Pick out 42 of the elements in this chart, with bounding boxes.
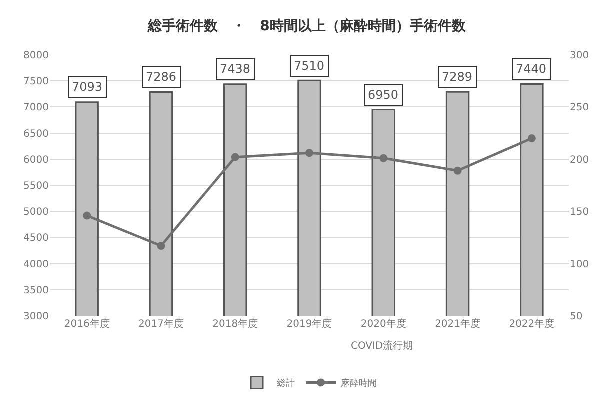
y-tick-label: 7000 bbox=[24, 102, 49, 114]
legend-label: 総計 bbox=[276, 378, 295, 390]
y2-tick-label: 300 bbox=[570, 50, 590, 62]
data-label: 7093 bbox=[72, 80, 103, 94]
y-tick-label: 3000 bbox=[24, 312, 49, 322]
point bbox=[157, 242, 166, 250]
data-label: 7440 bbox=[516, 62, 547, 76]
y-tick-label: 8000 bbox=[24, 50, 49, 62]
text: COVID流行期 bbox=[351, 340, 414, 352]
y2-tick-label: 200 bbox=[570, 154, 590, 166]
legend-label: 麻酔時間 bbox=[341, 378, 377, 390]
x-tick-label: 2019年度 bbox=[286, 318, 332, 330]
data-label: 7510 bbox=[294, 59, 325, 73]
x-tick-label: 2016年度 bbox=[64, 318, 110, 330]
y2-tick-label: 150 bbox=[570, 207, 590, 218]
y-tick-label: 3500 bbox=[24, 285, 49, 296]
x-tick-label: 2021年度 bbox=[435, 318, 481, 330]
point bbox=[83, 212, 92, 220]
y-tick-label: 4000 bbox=[24, 259, 49, 270]
y2-tick-label: 250 bbox=[570, 102, 590, 114]
y-tick-label: 6500 bbox=[24, 128, 49, 140]
chart-title: 総手術件数 ・ 8時間以上（麻酔時間）手術件数 bbox=[147, 17, 467, 34]
y2-tick-label: 50 bbox=[570, 312, 583, 322]
y-tick-label: 5000 bbox=[24, 207, 49, 218]
y-tick-label: 7500 bbox=[24, 76, 49, 88]
x-tick-label: 2018年度 bbox=[212, 318, 258, 330]
point bbox=[380, 154, 388, 162]
y2-tick-label: 100 bbox=[570, 259, 590, 270]
y-tick-label: 5500 bbox=[24, 181, 49, 192]
y-tick-label: 4500 bbox=[24, 233, 49, 244]
point bbox=[231, 153, 240, 162]
data-label: 7438 bbox=[220, 62, 251, 76]
point bbox=[454, 166, 462, 175]
data-label: 7289 bbox=[442, 70, 473, 84]
x-tick-label: 2017年度 bbox=[138, 318, 184, 330]
point bbox=[528, 134, 536, 143]
x-tick-label: 2020年度 bbox=[360, 318, 406, 330]
data-label: 7286 bbox=[146, 70, 177, 84]
point bbox=[306, 149, 314, 158]
data-label: 6950 bbox=[368, 88, 399, 102]
y-tick-label: 6000 bbox=[24, 154, 49, 166]
x-tick-label: 2022年度 bbox=[509, 318, 555, 330]
